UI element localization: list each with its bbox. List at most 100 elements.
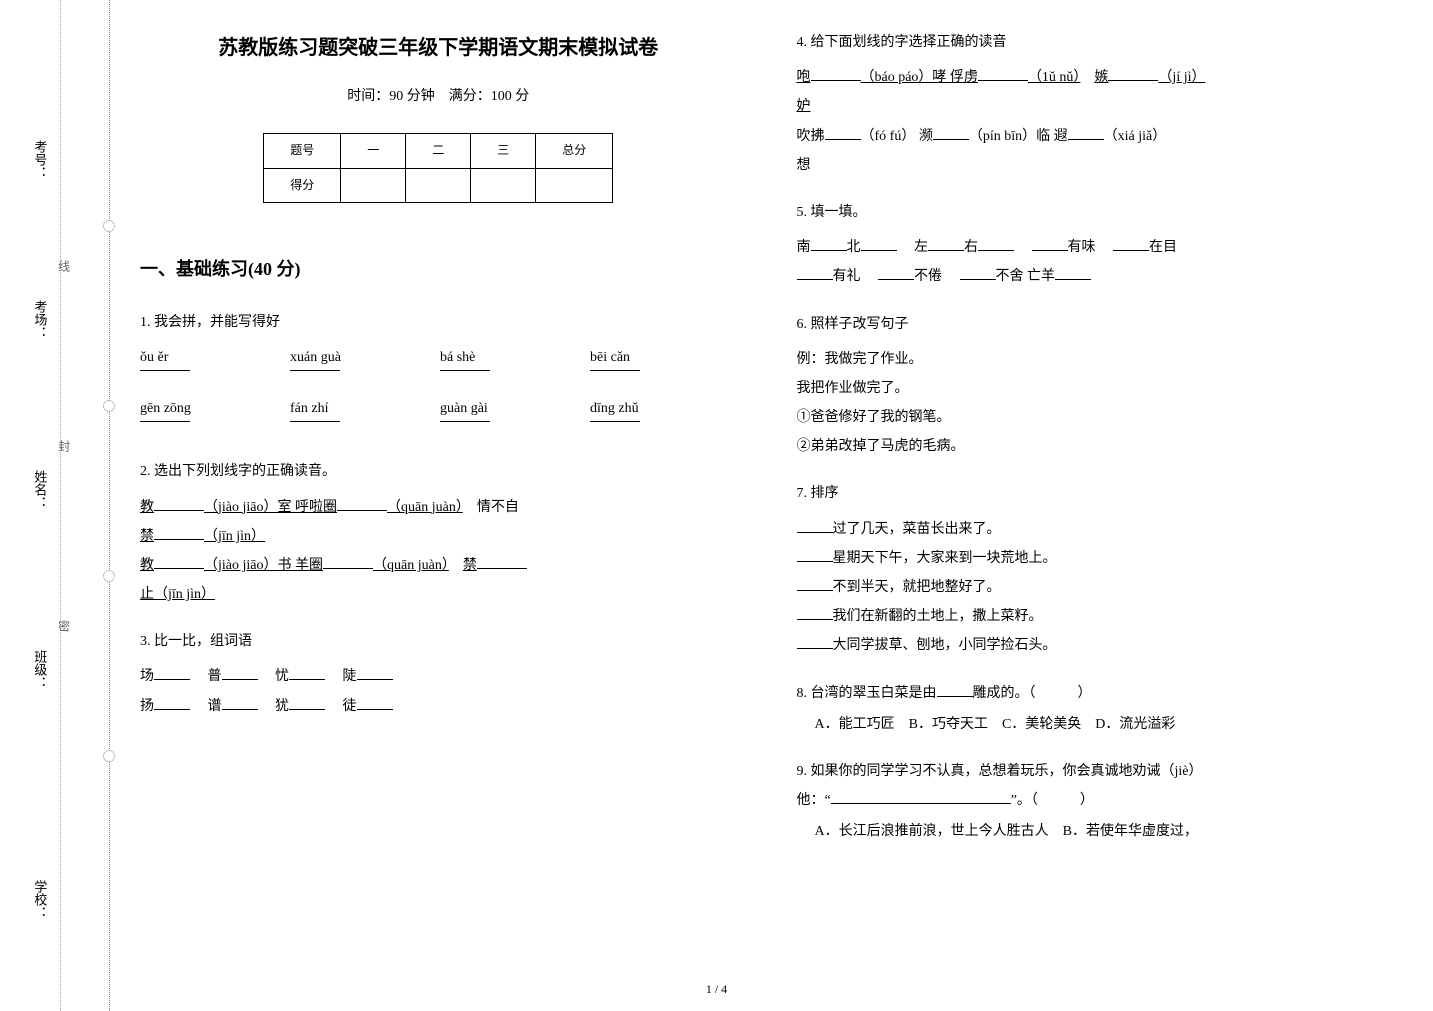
q7-text: 不到半天，就把地整好了。 bbox=[833, 580, 1001, 595]
answer-blank bbox=[797, 546, 833, 562]
q4-word: 妒 bbox=[797, 99, 811, 114]
q3-char: 犹 bbox=[275, 699, 289, 714]
q5-line: 南北 左右 有味 在目 bbox=[797, 235, 1394, 260]
answer-blank bbox=[861, 235, 897, 251]
table-row: 得分 bbox=[264, 168, 613, 203]
pinyin-item: dīng zhǔ bbox=[590, 396, 680, 437]
q8-options: A．能工巧匠 B．巧夺天工 C．美轮美奂 D．流光溢彩 bbox=[797, 712, 1394, 737]
answer-blank bbox=[140, 421, 190, 437]
binding-circle bbox=[103, 220, 115, 232]
q3-char: 扬 bbox=[140, 699, 154, 714]
q2-pinyin: （jiào jiāo）室 呼啦圈 bbox=[204, 500, 337, 515]
q2-word: 教 bbox=[140, 500, 154, 515]
answer-blank bbox=[1068, 124, 1104, 140]
answer-blank bbox=[960, 264, 996, 280]
q6-sentence: ②弟弟改掉了马虎的毛病。 bbox=[797, 434, 1394, 459]
binding-label-school: 学校： bbox=[28, 880, 51, 919]
q4-line: 咆（báo páo）哮 俘虏（1ǔ nǔ） 嫉（jí jì） bbox=[797, 65, 1394, 90]
q2-word: 禁 bbox=[463, 558, 477, 573]
pinyin-item: xuán guà bbox=[290, 345, 380, 386]
pinyin-item: guàn gài bbox=[440, 396, 530, 437]
dotted-text: 密 bbox=[52, 620, 74, 650]
q8-line: 8. 台湾的翠玉白菜是由雕成的。（ ） bbox=[797, 681, 1394, 706]
q7-title: 7. 排序 bbox=[797, 481, 1394, 506]
td bbox=[406, 168, 471, 203]
answer-blank bbox=[290, 370, 340, 386]
question-8: 8. 台湾的翠玉白菜是由雕成的。（ ） A．能工巧匠 B．巧夺天工 C．美轮美奂… bbox=[797, 681, 1394, 737]
q4-pinyin: （báo páo）哮 俘虏 bbox=[861, 70, 978, 85]
table-row: 题号 一 二 三 总分 bbox=[264, 134, 613, 169]
answer-blank bbox=[797, 264, 833, 280]
answer-blank bbox=[357, 664, 393, 680]
binding-label-examnum: 考号： bbox=[28, 140, 51, 179]
q3-line: 场 普 忧 陡 bbox=[140, 664, 737, 689]
q3-char: 普 bbox=[208, 669, 222, 684]
q4-pinyin: （1ǔ nǔ） bbox=[1028, 70, 1081, 85]
page-number: 1 / 4 bbox=[706, 979, 727, 1001]
answer-blank bbox=[440, 421, 490, 437]
q4-word: 吹拂 bbox=[797, 129, 825, 144]
q7-line: 不到半天，就把地整好了。 bbox=[797, 575, 1394, 600]
q7-text: 我们在新翻的土地上，撒上菜籽。 bbox=[833, 609, 1043, 624]
q9-line: 9. 如果你的同学学习不认真，总想着玩乐，你会真诚地劝诫（jiè） bbox=[797, 759, 1394, 784]
pinyin-item: bá shè bbox=[440, 345, 530, 386]
q4-title: 4. 给下面划线的字选择正确的读音 bbox=[797, 30, 1394, 55]
pinyin: xuán guà bbox=[290, 345, 380, 370]
q2-pinyin: （jiào jiāo）书 羊圈 bbox=[204, 558, 323, 573]
q3-char: 谱 bbox=[208, 699, 222, 714]
binding-label-name: 姓名： bbox=[28, 470, 51, 509]
q2-pinyin: 止（jīn jìn） bbox=[140, 587, 215, 602]
q7-text: 过了几天，菜苗长出来了。 bbox=[833, 522, 1001, 537]
answer-blank bbox=[797, 604, 833, 620]
q5-title: 5. 填一填。 bbox=[797, 200, 1394, 225]
q6-title: 6. 照样子改写句子 bbox=[797, 312, 1394, 337]
q2-line: 教（jiào jiāo）室 呼啦圈（quān juàn） 情不自 bbox=[140, 495, 737, 520]
pinyin-item: gēn zōng bbox=[140, 396, 230, 437]
q2-pinyin: （quān juàn） bbox=[373, 558, 449, 573]
q7-line: 星期天下午，大家来到一块荒地上。 bbox=[797, 546, 1394, 571]
q5-char: 北 bbox=[847, 240, 861, 255]
answer-blank bbox=[154, 495, 204, 511]
answer-blank bbox=[1113, 235, 1149, 251]
q2-line: 止（jīn jìn） bbox=[140, 582, 737, 607]
td bbox=[536, 168, 613, 203]
pinyin: guàn gài bbox=[440, 396, 530, 421]
q9-text: ”。（ ） bbox=[1011, 793, 1094, 808]
answer-blank bbox=[323, 553, 373, 569]
answer-blank bbox=[1032, 235, 1068, 251]
answer-blank bbox=[811, 235, 847, 251]
td bbox=[341, 168, 406, 203]
q2-title: 2. 选出下列划线字的正确读音。 bbox=[140, 459, 737, 484]
question-4: 4. 给下面划线的字选择正确的读音 咆（báo páo）哮 俘虏（1ǔ nǔ） … bbox=[797, 30, 1394, 178]
th: 二 bbox=[406, 134, 471, 169]
left-column: 苏教版练习题突破三年级下学期语文期末模拟试卷 时间：90 分钟 满分：100 分… bbox=[140, 30, 737, 991]
binding-margin: 考号： 考场： 姓名： 班级： 学校： 线 封 密 bbox=[0, 0, 110, 1011]
pinyin-item: fán zhí bbox=[290, 396, 380, 437]
answer-blank bbox=[477, 553, 527, 569]
q6-example: 例：我做完了作业。 bbox=[797, 347, 1394, 372]
pinyin: bá shè bbox=[440, 345, 530, 370]
q9-options: A．长江后浪推前浪，世上今人胜古人 B．若使年华虚度过， bbox=[797, 819, 1394, 844]
th: 总分 bbox=[536, 134, 613, 169]
answer-blank bbox=[825, 124, 861, 140]
td bbox=[471, 168, 536, 203]
q3-char: 场 bbox=[140, 669, 154, 684]
binding-label-class: 班级： bbox=[28, 650, 51, 689]
q2-word: 教 bbox=[140, 558, 154, 573]
q7-text: 星期天下午，大家来到一块荒地上。 bbox=[833, 551, 1057, 566]
q9-line: 他：“”。（ ） bbox=[797, 788, 1394, 813]
th: 题号 bbox=[264, 134, 341, 169]
pinyin-item: bēi cǎn bbox=[590, 345, 680, 386]
binding-label-room: 考场： bbox=[28, 300, 51, 339]
pinyin: gēn zōng bbox=[140, 396, 230, 421]
q2-line: 教 （jiào jiāo）书 羊圈 （quān juàn） 禁 bbox=[140, 553, 737, 578]
q5-char: 有味 bbox=[1068, 240, 1096, 255]
q4-pinyin: （xiá jiǎ） bbox=[1104, 129, 1167, 144]
q7-text: 大同学拔草、刨地，小同学捡石头。 bbox=[833, 638, 1057, 653]
answer-blank bbox=[797, 633, 833, 649]
q4-line: 想 bbox=[797, 153, 1394, 178]
q1-title: 1. 我会拼，并能写得好 bbox=[140, 310, 737, 335]
q2-pinyin: （quān juàn） bbox=[387, 500, 463, 515]
q4-word: 嫉 bbox=[1094, 70, 1108, 85]
q5-char: 南 bbox=[797, 240, 811, 255]
